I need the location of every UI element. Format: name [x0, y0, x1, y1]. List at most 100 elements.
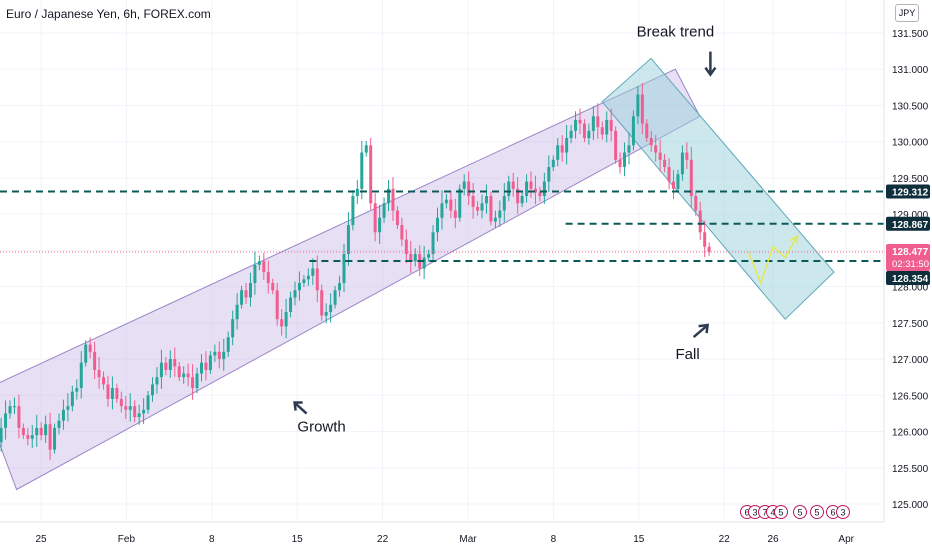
candle — [271, 278, 275, 295]
candle-body — [262, 261, 266, 273]
y-tick-label: 125.000 — [892, 500, 929, 511]
candle-body — [302, 279, 306, 283]
candle-body — [213, 351, 217, 356]
candle-body — [315, 268, 319, 291]
candle — [658, 139, 662, 172]
candle — [680, 145, 684, 181]
candle-body — [453, 210, 457, 218]
candle-body — [235, 304, 239, 320]
symbol-title: Euro / Japanese Yen, 6h, FOREX.com — [6, 7, 211, 21]
fall-arrow-icon — [692, 325, 708, 339]
candle — [605, 111, 609, 143]
level-price-value: 128.867 — [892, 220, 929, 231]
candle-body — [462, 181, 466, 189]
candle-body — [672, 181, 676, 189]
currency-button[interactable]: JPY — [895, 4, 919, 22]
fall-arrowhead-icon — [698, 323, 710, 334]
candle-body — [284, 311, 288, 327]
candle-body — [271, 282, 275, 291]
event-marker-count: 3 — [752, 508, 757, 518]
candle-body — [498, 210, 502, 218]
y-tick-label: 125.500 — [892, 464, 929, 475]
candle — [627, 132, 631, 165]
candle — [676, 169, 680, 193]
candle-body — [663, 159, 667, 168]
candle — [151, 377, 155, 402]
candle-body — [61, 409, 65, 421]
candle — [591, 106, 595, 140]
x-tick-label: 25 — [35, 534, 47, 545]
candle-body — [600, 127, 604, 135]
candle — [360, 140, 364, 200]
candle — [17, 394, 21, 439]
candle-body — [346, 225, 350, 255]
event-marker-icon — [774, 505, 788, 519]
candle — [253, 251, 257, 295]
candle — [440, 190, 444, 230]
event-marker-count: 6 — [830, 508, 835, 518]
candle — [631, 110, 635, 151]
candle-body — [591, 116, 595, 131]
x-tick-label: 15 — [292, 534, 304, 545]
event-marker-icon — [793, 505, 807, 519]
candle — [44, 415, 48, 443]
candle — [409, 240, 413, 273]
candle-body — [471, 196, 475, 207]
candle-body — [404, 239, 408, 255]
candle — [226, 331, 230, 358]
candle — [293, 281, 297, 306]
level-price-value: 128.354 — [892, 274, 929, 285]
x-tick-label: Apr — [838, 534, 854, 545]
fall-channel — [601, 57, 835, 320]
candle-body — [128, 406, 132, 410]
candle-body — [177, 366, 181, 378]
candle-body — [694, 196, 698, 211]
candle — [97, 356, 101, 389]
candle — [449, 190, 453, 219]
candle-body — [204, 362, 208, 370]
candle — [667, 158, 671, 190]
x-tick-label: 15 — [633, 534, 645, 545]
candle — [672, 169, 676, 200]
candle — [614, 126, 618, 164]
candle-body — [280, 319, 284, 327]
candle — [427, 249, 431, 262]
candle — [489, 191, 493, 226]
candle — [467, 171, 471, 206]
level-price-badge — [886, 184, 930, 199]
candle — [88, 337, 92, 359]
candle-body — [53, 427, 57, 450]
candle — [142, 398, 146, 424]
candle-body — [311, 268, 315, 276]
candle-body — [186, 373, 190, 378]
candle — [284, 298, 288, 339]
candle-body — [440, 203, 444, 218]
y-tick-label: 129.000 — [892, 210, 929, 221]
candle — [315, 255, 319, 302]
candle-body — [529, 181, 533, 189]
candle — [618, 152, 622, 174]
candle-body — [618, 159, 622, 168]
candle — [195, 367, 199, 394]
candle — [351, 190, 355, 231]
candle — [110, 376, 114, 410]
candle — [565, 125, 569, 165]
candle — [462, 174, 466, 196]
candle-body — [400, 225, 404, 240]
candle — [400, 217, 404, 247]
candle-body — [413, 254, 417, 262]
candle — [84, 340, 88, 367]
candle — [556, 138, 560, 167]
candle-body — [26, 435, 30, 439]
candle-body — [168, 359, 172, 370]
candle-body — [667, 167, 671, 182]
candle — [8, 400, 12, 419]
candle-body — [342, 254, 346, 283]
candle — [685, 142, 689, 169]
candle-body — [289, 297, 293, 312]
candle-body — [476, 206, 480, 211]
candle-body — [266, 272, 270, 283]
candle — [422, 246, 426, 279]
